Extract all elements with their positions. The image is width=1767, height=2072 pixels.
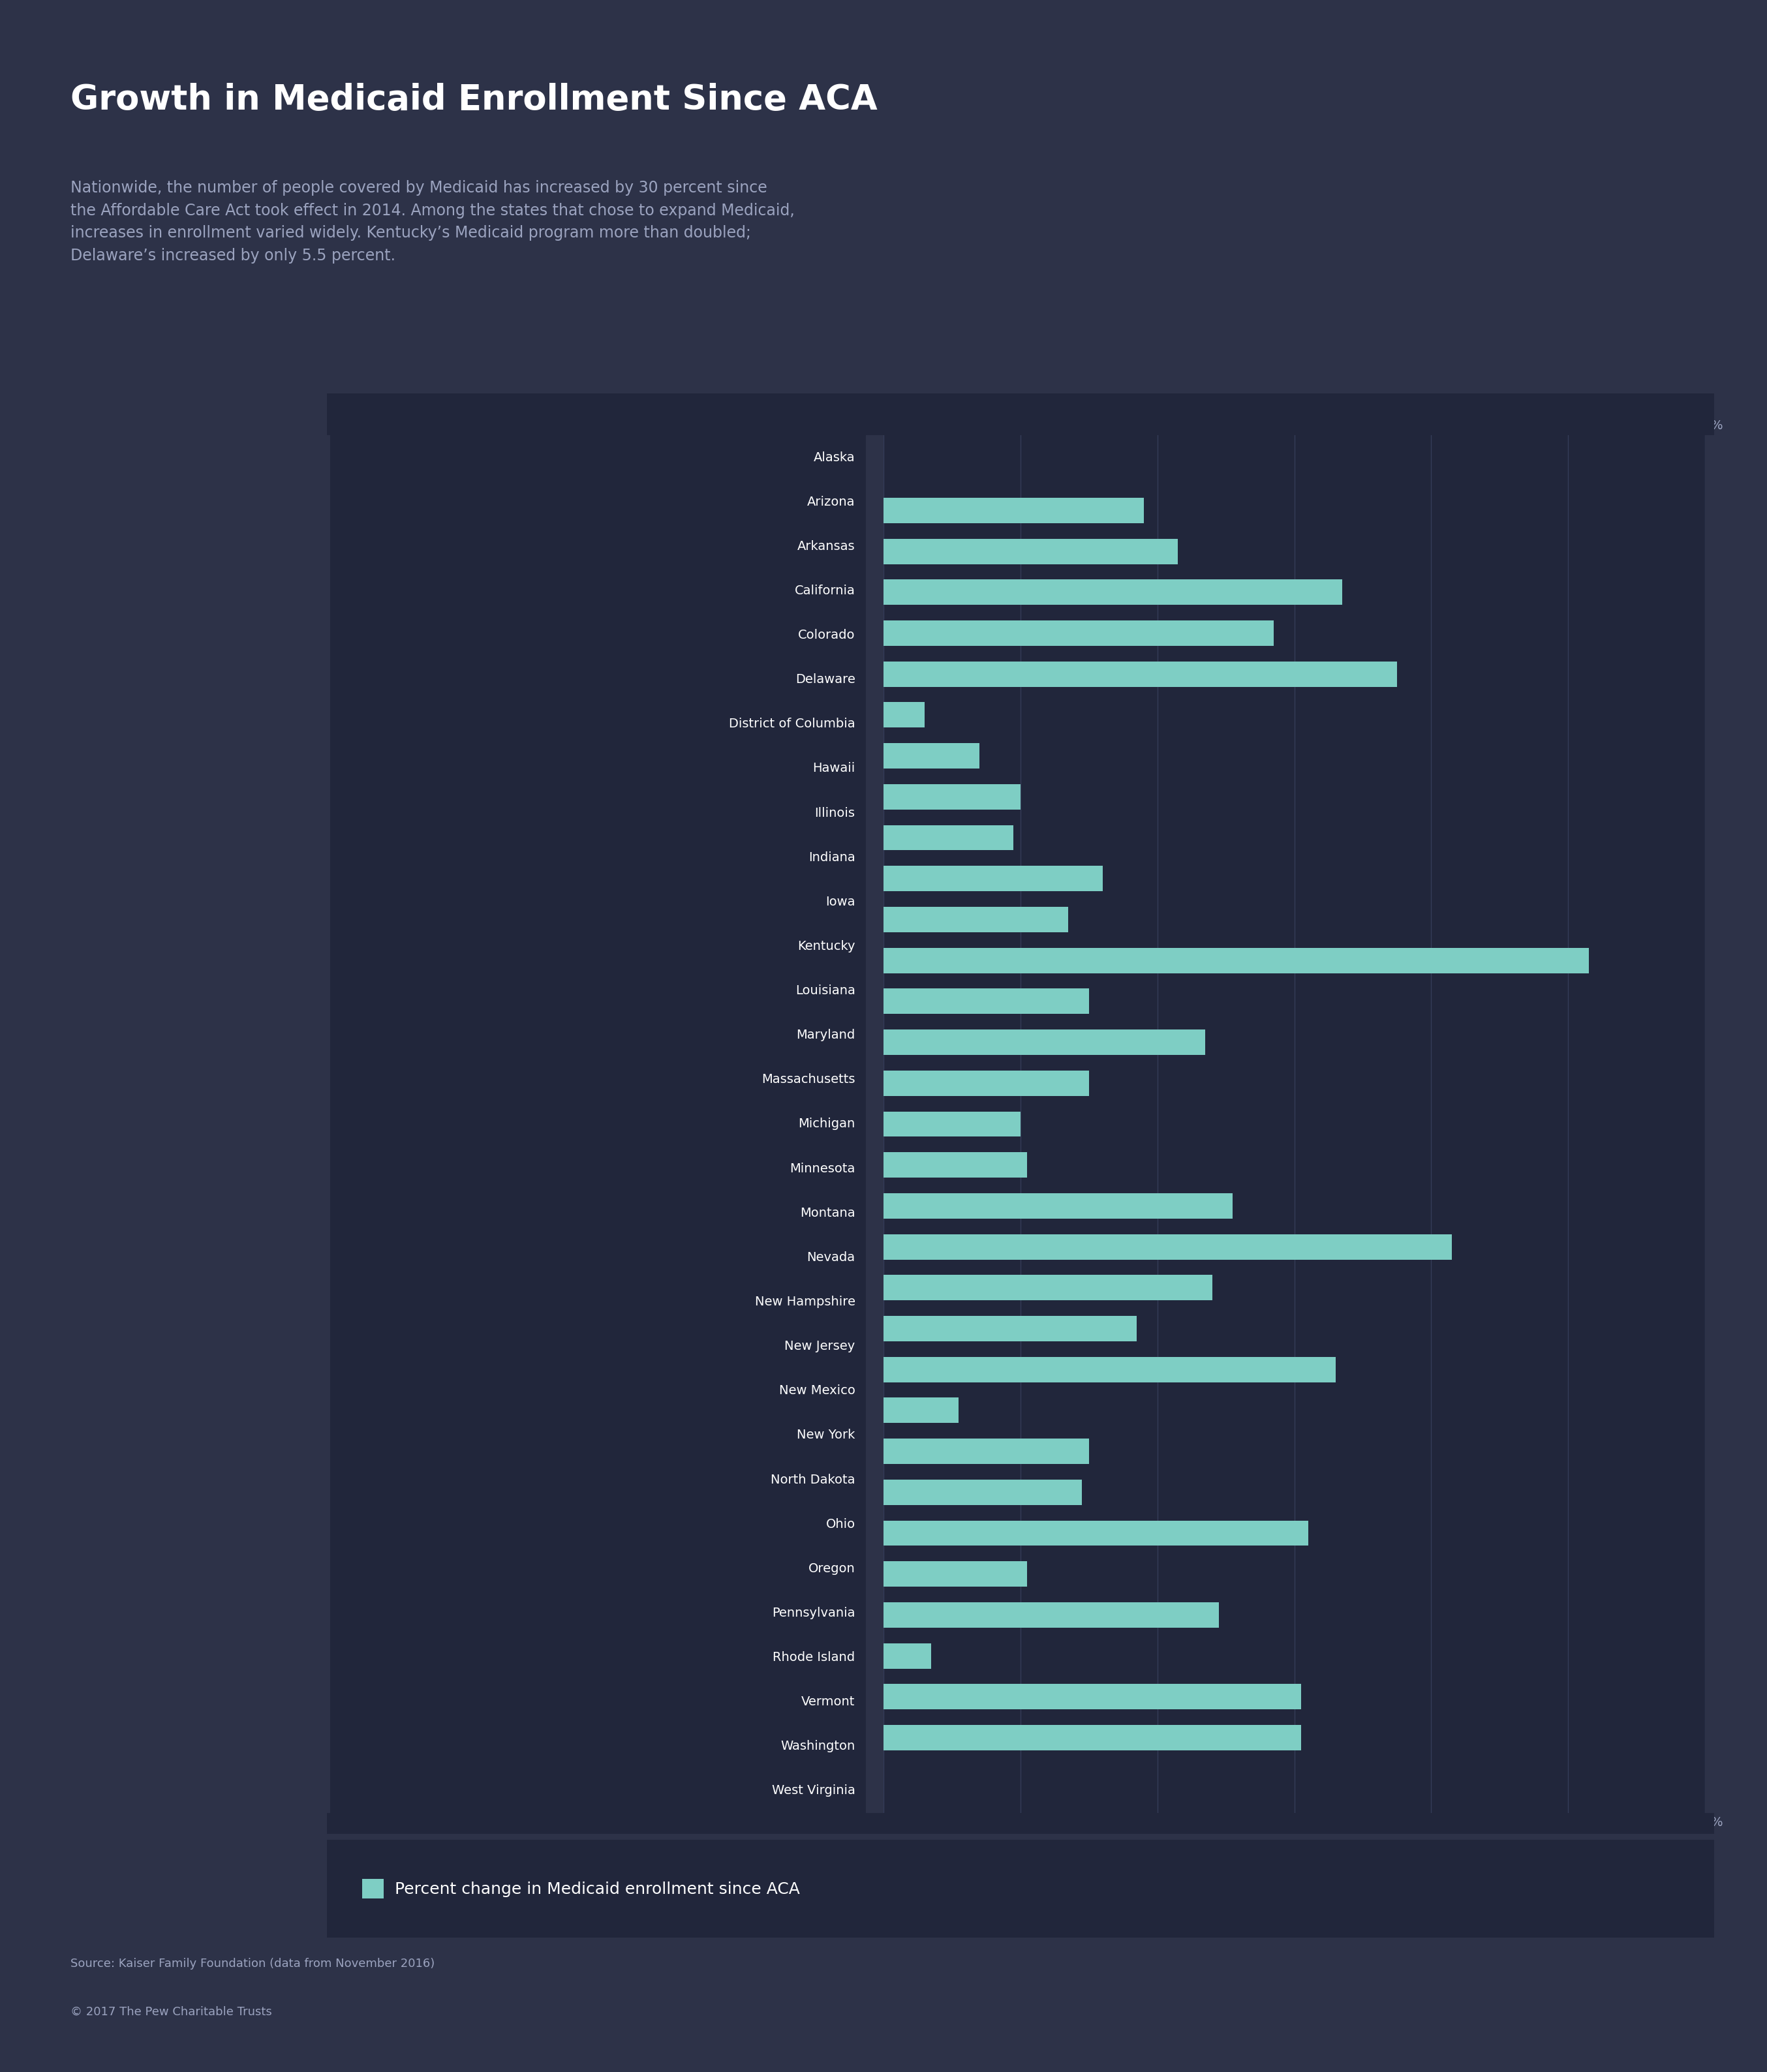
Text: North Dakota: North Dakota	[770, 1473, 855, 1486]
Text: Oregon: Oregon	[808, 1562, 855, 1575]
Text: New Jersey: New Jersey	[785, 1341, 855, 1353]
Bar	[883, 702, 924, 727]
Text: Ohio: Ohio	[825, 1519, 855, 1531]
Bar	[883, 908, 1069, 932]
Bar	[883, 825, 1014, 850]
Bar	[883, 1643, 931, 1668]
Bar	[883, 497, 1143, 522]
Bar	[883, 1438, 1088, 1465]
Text: District of Columbia: District of Columbia	[728, 717, 855, 729]
Bar	[883, 1152, 1027, 1177]
Text: Massachusetts: Massachusetts	[762, 1073, 855, 1086]
Text: Louisiana: Louisiana	[795, 984, 855, 997]
Bar	[883, 1602, 1219, 1629]
Text: Nevada: Nevada	[808, 1251, 855, 1264]
Bar	[883, 866, 1103, 891]
Text: Rhode Island: Rhode Island	[772, 1651, 855, 1664]
Text: Arizona: Arizona	[808, 495, 855, 508]
Text: Growth in Medicaid Enrollment Since ACA: Growth in Medicaid Enrollment Since ACA	[71, 83, 878, 116]
Bar	[883, 988, 1088, 1013]
Bar	[883, 1274, 1212, 1301]
Text: Pennsylvania: Pennsylvania	[772, 1606, 855, 1618]
Text: California: California	[795, 584, 855, 597]
Text: Alaska: Alaska	[813, 452, 855, 464]
Bar	[883, 661, 1398, 686]
Text: West Virginia: West Virginia	[772, 1784, 855, 1796]
Bar	[883, 744, 979, 769]
Bar	[883, 783, 1021, 810]
Text: Minnesota: Minnesota	[790, 1162, 855, 1175]
Text: Maryland: Maryland	[797, 1030, 855, 1042]
Text: New York: New York	[797, 1430, 855, 1442]
Bar	[883, 1685, 1301, 1709]
Text: Michigan: Michigan	[799, 1119, 855, 1129]
Text: Kentucky: Kentucky	[797, 941, 855, 953]
Bar	[883, 1521, 1308, 1546]
Text: Delaware: Delaware	[795, 673, 855, 686]
Bar	[883, 620, 1274, 646]
Text: Nationwide, the number of people covered by Medicaid has increased by 30 percent: Nationwide, the number of people covered…	[71, 180, 795, 263]
Text: Iowa: Iowa	[825, 895, 855, 908]
Bar	[883, 1316, 1136, 1341]
Text: Colorado: Colorado	[799, 630, 855, 642]
Bar	[883, 1071, 1088, 1096]
Text: Source: Kaiser Family Foundation (data from November 2016): Source: Kaiser Family Foundation (data f…	[71, 1958, 435, 1970]
Bar	[883, 1193, 1233, 1218]
Bar	[883, 1030, 1205, 1055]
Text: Hawaii: Hawaii	[813, 762, 855, 775]
Text: Washington: Washington	[781, 1740, 855, 1753]
Bar	[883, 1562, 1027, 1587]
Text: New Hampshire: New Hampshire	[755, 1295, 855, 1307]
Bar	[883, 580, 1343, 605]
Bar	[883, 947, 1589, 974]
Bar	[883, 1399, 959, 1423]
Bar	[883, 1479, 1081, 1504]
Legend: Percent change in Medicaid enrollment since ACA: Percent change in Medicaid enrollment si…	[355, 1873, 808, 1904]
Bar	[883, 1111, 1021, 1138]
Text: New Mexico: New Mexico	[779, 1384, 855, 1397]
Bar	[883, 539, 1179, 564]
Text: © 2017 The Pew Charitable Trusts: © 2017 The Pew Charitable Trusts	[71, 2006, 272, 2018]
Text: Arkansas: Arkansas	[797, 541, 855, 553]
Text: Illinois: Illinois	[815, 806, 855, 818]
Text: Montana: Montana	[800, 1206, 855, 1218]
Bar	[883, 1726, 1301, 1751]
Bar	[883, 1357, 1336, 1382]
Bar	[883, 1235, 1452, 1260]
Text: Indiana: Indiana	[808, 852, 855, 864]
Text: Vermont: Vermont	[802, 1695, 855, 1707]
